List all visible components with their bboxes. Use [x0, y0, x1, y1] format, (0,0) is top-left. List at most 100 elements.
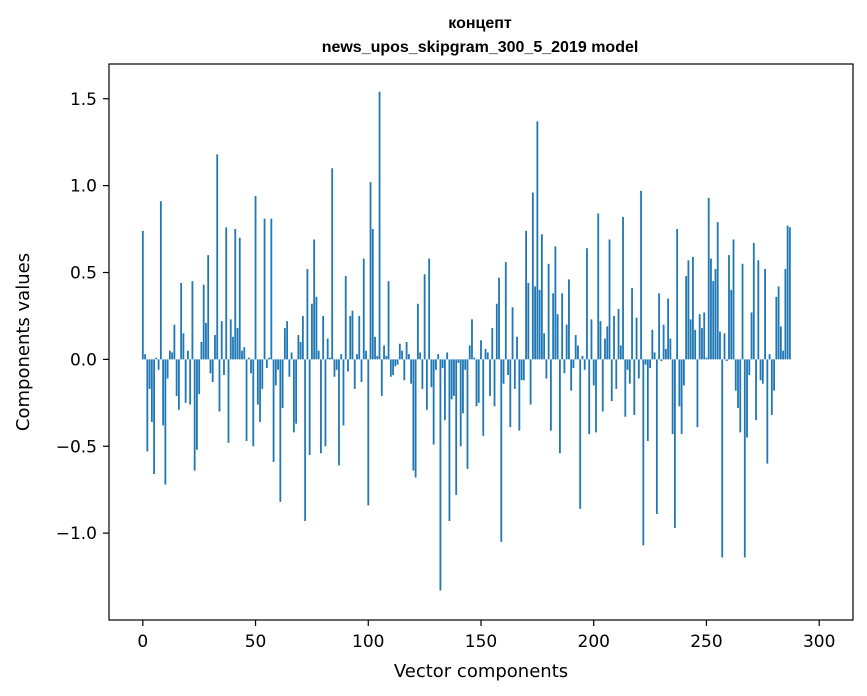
- bar: [227, 359, 230, 443]
- bar: [743, 359, 746, 558]
- bar: [619, 345, 622, 360]
- bar: [538, 289, 541, 360]
- bar: [297, 335, 300, 360]
- bar: [401, 350, 403, 360]
- bar: [592, 359, 595, 386]
- bar: [516, 336, 518, 360]
- bar: [779, 326, 782, 360]
- x-tick-label: 250: [690, 632, 722, 652]
- bar: [723, 333, 726, 360]
- bar: [268, 357, 270, 360]
- bar: [383, 345, 385, 360]
- bar: [712, 281, 715, 360]
- bar: [252, 359, 255, 447]
- bar: [301, 315, 304, 360]
- bar: [182, 333, 185, 360]
- bar: [425, 359, 428, 410]
- bar: [590, 319, 593, 360]
- bar: [500, 359, 503, 542]
- bar: [788, 227, 791, 360]
- bar: [150, 359, 153, 422]
- bar: [326, 338, 329, 360]
- bar: [588, 359, 591, 435]
- bar: [351, 310, 354, 360]
- bar: [577, 345, 579, 360]
- bar: [617, 308, 620, 360]
- bar: [748, 359, 751, 376]
- bar: [644, 359, 647, 365]
- bar: [283, 328, 286, 360]
- bar: [281, 359, 284, 409]
- bar: [741, 263, 744, 360]
- bar: [256, 359, 259, 405]
- x-tick-label: 100: [352, 632, 384, 652]
- bar: [649, 359, 651, 369]
- bar: [662, 324, 665, 360]
- bar: [563, 359, 566, 374]
- bar: [655, 359, 658, 515]
- bar: [628, 359, 631, 384]
- bar: [362, 258, 365, 360]
- bar: [144, 354, 146, 360]
- bar: [430, 359, 433, 388]
- bar: [752, 242, 755, 360]
- bar: [687, 260, 690, 360]
- bar: [507, 359, 509, 376]
- bar: [502, 359, 505, 384]
- bar: [477, 359, 480, 403]
- bar: [606, 326, 609, 360]
- bar: [491, 328, 494, 360]
- bar: [601, 359, 604, 412]
- bar: [782, 350, 785, 360]
- bar: [493, 359, 496, 407]
- bar: [572, 359, 575, 369]
- bar: [177, 359, 180, 410]
- bar: [525, 230, 527, 360]
- bar: [347, 359, 349, 372]
- bar: [446, 352, 449, 360]
- bar: [153, 359, 155, 475]
- bar: [586, 248, 588, 360]
- bar: [552, 293, 555, 360]
- bar: [626, 359, 629, 370]
- bar: [610, 359, 613, 402]
- bar: [356, 354, 358, 360]
- bar: [658, 293, 661, 360]
- bar: [279, 359, 282, 502]
- bar: [761, 359, 764, 384]
- bar: [189, 359, 192, 405]
- bar: [529, 359, 532, 405]
- bar: [159, 201, 162, 360]
- bar: [716, 222, 719, 360]
- x-axis-ticks: 0 50 100 150 200 250 300: [137, 620, 835, 652]
- bar: [719, 331, 721, 360]
- bar: [565, 324, 568, 360]
- bar: [685, 275, 688, 360]
- bar: [254, 196, 257, 360]
- bar: [250, 359, 252, 374]
- bar: [238, 237, 241, 360]
- bar: [462, 359, 464, 414]
- bar: [732, 239, 735, 360]
- bar: [304, 359, 307, 521]
- bar: [694, 329, 697, 360]
- bar: [306, 269, 309, 360]
- bar: [232, 336, 234, 360]
- bar: [536, 121, 539, 360]
- bar: [604, 338, 606, 360]
- bar: [234, 229, 237, 360]
- bar: [398, 343, 401, 360]
- x-axis-label: Vector components: [394, 661, 568, 682]
- bar: [263, 218, 266, 360]
- bar: [746, 359, 748, 438]
- bar: [710, 258, 712, 360]
- bar: [211, 359, 214, 382]
- bar: [764, 269, 766, 360]
- bar: [473, 357, 476, 360]
- bar: [642, 359, 645, 546]
- bar: [371, 229, 374, 360]
- bar: [750, 312, 753, 360]
- bar: [324, 359, 327, 447]
- bar: [187, 350, 189, 360]
- bar: [646, 359, 649, 442]
